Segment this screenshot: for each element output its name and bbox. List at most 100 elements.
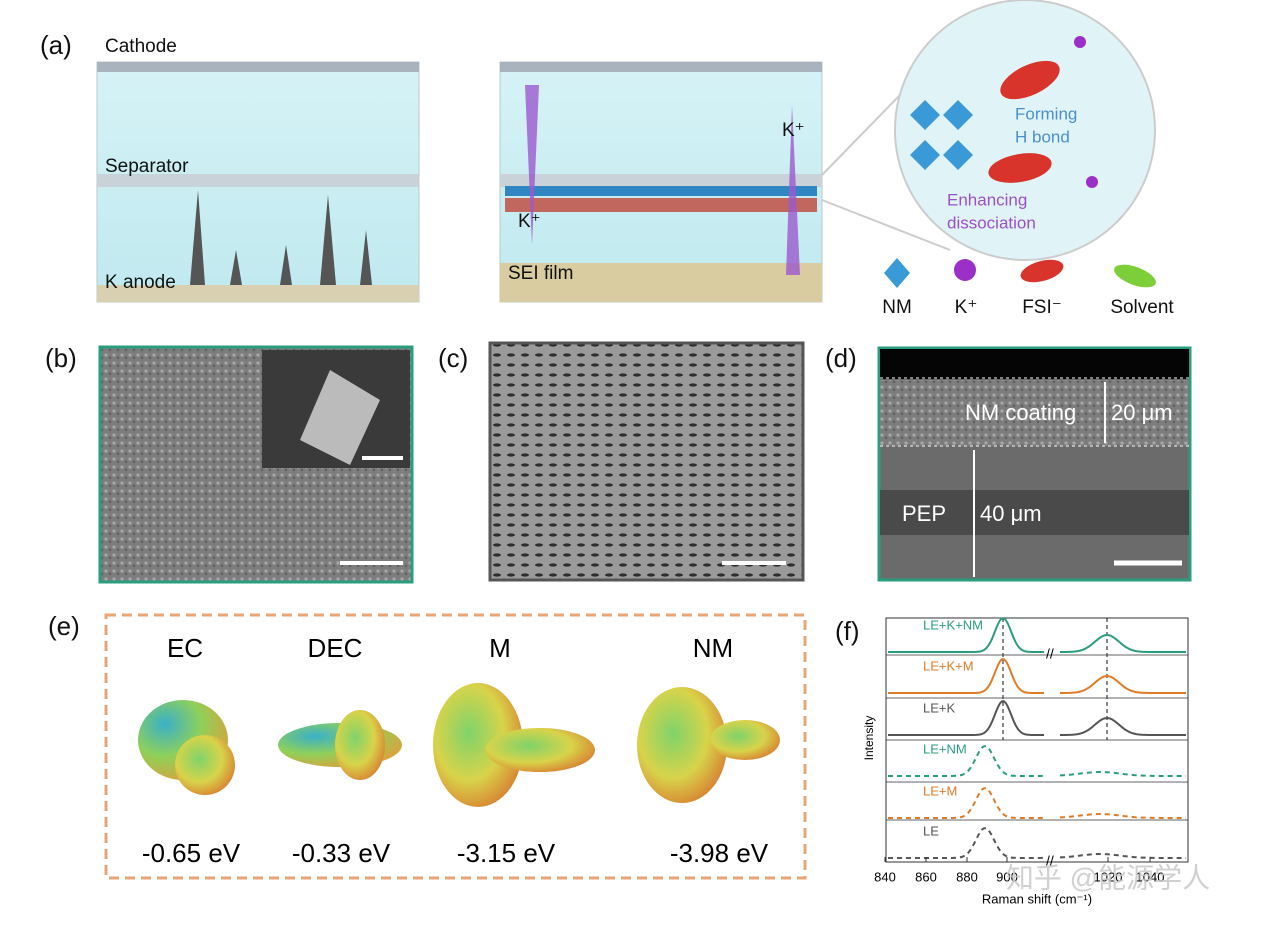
shape bbox=[710, 720, 780, 760]
shape bbox=[230, 250, 242, 285]
trace-label: LE bbox=[923, 823, 939, 838]
legend-label: FSI⁻ bbox=[1022, 297, 1062, 318]
label: K⁺ bbox=[782, 120, 805, 141]
x-tick-label: 880 bbox=[956, 869, 978, 884]
trace-label: LE+NM bbox=[923, 741, 967, 756]
shape bbox=[880, 490, 1189, 535]
label: 40 μm bbox=[980, 501, 1042, 526]
panel-label: (d) bbox=[825, 343, 857, 373]
shape bbox=[280, 245, 292, 285]
label: Forming bbox=[1015, 104, 1077, 123]
cell-right bbox=[499, 61, 823, 303]
legend-label: Solvent bbox=[1110, 297, 1174, 318]
shape bbox=[500, 62, 822, 72]
molecule-name: NM bbox=[693, 633, 733, 663]
x-tick-label: 840 bbox=[874, 869, 896, 884]
shape bbox=[488, 341, 805, 582]
x-tick-label: 860 bbox=[915, 869, 937, 884]
legend-label: NM bbox=[882, 297, 912, 318]
axis-break: // bbox=[1046, 853, 1054, 869]
trace-label: LE+K+NM bbox=[923, 617, 983, 632]
shape bbox=[1020, 259, 1064, 283]
label: dissociation bbox=[947, 213, 1036, 232]
shape bbox=[1086, 176, 1098, 188]
shape bbox=[910, 140, 940, 170]
label: K anode bbox=[105, 272, 176, 293]
axis-label: Intensity bbox=[862, 716, 876, 761]
shape bbox=[97, 62, 419, 72]
label: K⁺ bbox=[518, 211, 541, 232]
energy-label: -3.98 eV bbox=[670, 838, 769, 868]
panel-frame bbox=[104, 613, 807, 880]
label: NM coating bbox=[965, 400, 1076, 425]
shape bbox=[943, 140, 973, 170]
cell-left bbox=[96, 61, 420, 303]
spectrum bbox=[888, 787, 1186, 819]
shape bbox=[910, 100, 940, 130]
shape bbox=[97, 174, 419, 187]
shape bbox=[525, 85, 539, 245]
sem-image-b bbox=[98, 345, 414, 584]
shape bbox=[485, 728, 595, 772]
shape bbox=[175, 735, 235, 795]
molecule-surfaces bbox=[138, 683, 780, 807]
watermark: 知乎 @能源学人 bbox=[1006, 862, 1210, 893]
legend-label: K⁺ bbox=[955, 297, 978, 318]
molecule-name: DEC bbox=[308, 633, 363, 663]
trace-label: LE+K bbox=[923, 700, 955, 715]
energy-label: -0.33 eV bbox=[292, 838, 391, 868]
shape bbox=[500, 263, 822, 302]
label: 20 μm bbox=[1111, 400, 1173, 425]
x-tick-label: 1040 bbox=[1136, 869, 1165, 884]
label: Cathode bbox=[105, 36, 177, 57]
shape bbox=[97, 285, 419, 302]
molecule-name: EC bbox=[167, 633, 203, 663]
legend-icons bbox=[884, 258, 1156, 288]
spectrum bbox=[888, 745, 1186, 777]
shape bbox=[320, 195, 336, 285]
label: Separator bbox=[105, 156, 189, 177]
shape bbox=[884, 258, 910, 288]
axis-break: // bbox=[1046, 646, 1054, 662]
shape bbox=[1000, 60, 1060, 100]
shape bbox=[894, 0, 1156, 261]
panel-label: (c) bbox=[438, 343, 468, 373]
shape bbox=[360, 230, 372, 285]
shape bbox=[821, 199, 951, 251]
shape bbox=[433, 683, 523, 807]
shape bbox=[637, 687, 727, 803]
x-tick-label: 1020 bbox=[1094, 869, 1123, 884]
spectrum bbox=[888, 700, 1186, 736]
panel-label: (f) bbox=[835, 616, 860, 646]
shape bbox=[335, 710, 385, 780]
shape bbox=[300, 370, 380, 465]
spectra: LE+K+NM LE+K+M LE+K LE+NM LE+M LE // // 840 860 88… bbox=[874, 617, 1188, 884]
panel-label: (a) bbox=[40, 30, 72, 60]
shape bbox=[505, 198, 817, 212]
trace-label: LE+M bbox=[923, 783, 957, 798]
sem-image-d bbox=[877, 346, 1192, 582]
spectrum bbox=[888, 617, 1186, 653]
shape bbox=[988, 153, 1052, 183]
energy-label: -3.15 eV bbox=[457, 838, 556, 868]
shape bbox=[821, 94, 901, 176]
label: Enhancing bbox=[947, 190, 1027, 209]
axis-label: Raman shift (cm⁻¹) bbox=[982, 891, 1092, 906]
energy-label: -0.65 eV bbox=[142, 838, 241, 868]
shape bbox=[190, 190, 205, 285]
shape bbox=[954, 259, 976, 281]
shape bbox=[500, 174, 822, 187]
shape bbox=[880, 380, 1189, 446]
sem-image-c bbox=[488, 341, 805, 582]
zoom-circle bbox=[821, 0, 1156, 261]
shape bbox=[880, 349, 1189, 379]
trace-label: LE+K+M bbox=[923, 658, 974, 673]
label: PEP bbox=[902, 501, 946, 526]
molecule-name: M bbox=[489, 633, 511, 663]
shape bbox=[505, 186, 817, 196]
shape bbox=[1074, 36, 1086, 48]
label: SEI film bbox=[508, 263, 573, 284]
shape bbox=[1114, 264, 1156, 288]
x-tick-label: 900 bbox=[996, 869, 1018, 884]
